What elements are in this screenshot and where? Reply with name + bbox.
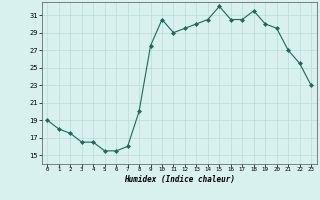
X-axis label: Humidex (Indice chaleur): Humidex (Indice chaleur): [124, 175, 235, 184]
